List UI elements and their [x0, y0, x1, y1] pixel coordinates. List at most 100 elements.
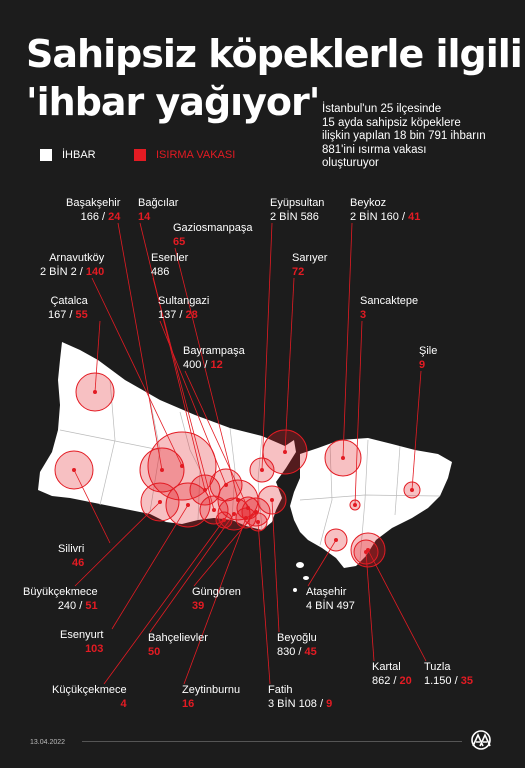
district-name: Çatalca [50, 295, 88, 307]
district-name: Büyükçekmece [23, 586, 98, 598]
district-label-saryer: Sarıyer 72 [292, 252, 327, 279]
separator: / [201, 358, 211, 371]
district-values: 72 [292, 266, 304, 278]
district-label-tuzla: Tuzla 1.150 / 35 [424, 661, 473, 688]
isirma-count: 35 [460, 674, 473, 687]
center-dot-saryer [283, 450, 287, 454]
district-values: 2 BİN 586 [270, 211, 319, 223]
district-name: Beyoğlu [277, 632, 317, 644]
center-dot-eyupsultan [260, 468, 264, 472]
leader-line-catalca [94, 320, 101, 393]
center-dot-silivri [72, 468, 76, 472]
legend-isirma-swatch [134, 149, 146, 161]
leader-line-sultangazi [159, 320, 227, 486]
ihbar-count: 1.150 [424, 674, 452, 687]
separator: / [76, 599, 86, 612]
isirma-count: 28 [185, 308, 198, 321]
leader-line-eyupsultan [261, 222, 273, 471]
district-name: Arnavutköy [49, 252, 105, 264]
district-values: 167 / 55 [48, 309, 88, 321]
leader-line-buyukcekmece [74, 501, 161, 587]
isirma-count: 9 [419, 358, 426, 371]
district-values: 486 [151, 266, 169, 278]
district-values: 400 / 12 [183, 359, 223, 371]
leader-line-gaziosmanpasa [174, 247, 239, 501]
district-values: 50 [148, 646, 160, 658]
center-dot-fatih [256, 520, 260, 524]
district-name: Kartal [372, 661, 401, 673]
district-values: 9 [419, 359, 425, 371]
district-label-eyupsultan: Eyüpsultan 2 BİN 586 [270, 197, 324, 224]
district-label-gaziosmanpasa: Gaziosmanpaşa 65 [173, 222, 253, 249]
leader-line-sile [411, 370, 422, 491]
district-label-silivri: Silivri 46 [58, 543, 84, 570]
district-name: Zeytinburnu [182, 684, 241, 696]
isirma-count: 46 [72, 556, 85, 569]
subtitle-line: 15 ayda sahipsiz köpeklere [322, 116, 461, 129]
title-line-1: Sahipsiz köpeklerle ilgili [26, 32, 523, 76]
center-dot-sancaktepe [353, 503, 357, 507]
district-name: Fatih [268, 684, 293, 696]
district-name: Silivri [58, 543, 85, 555]
isirma-count: 72 [292, 265, 305, 278]
district-values: 39 [192, 600, 204, 612]
district-label-gungoren: Güngören 39 [192, 586, 241, 613]
district-values: 14 [138, 211, 150, 223]
legend-isirma-label: ISIRMA VAKASI [156, 149, 236, 161]
district-values: 240 / 51 [58, 600, 98, 612]
isirma-count: 55 [75, 308, 88, 321]
isirma-count: 3 [360, 308, 367, 321]
district-name: Ataşehir [306, 586, 347, 598]
leader-line-bagclar [139, 222, 206, 491]
isirma-count: 45 [304, 645, 317, 658]
district-label-bayrampasa: Bayrampaşa 400 / 12 [183, 345, 245, 372]
ihbar-count: 4 BİN 497 [306, 599, 355, 612]
district-label-catalca: Çatalca 167 / 55 [48, 295, 88, 322]
district-values: 862 / 20 [372, 675, 412, 687]
leader-line-zeytinburnu [183, 517, 247, 685]
island [303, 576, 309, 580]
separator: / [316, 697, 327, 710]
leader-line-beykoz [342, 222, 353, 459]
isirma-count: 50 [148, 645, 161, 658]
district-name: Sultangazi [158, 295, 210, 307]
ihbar-count: 2 BİN 2 [40, 265, 77, 278]
district-values: 830 / 45 [277, 646, 317, 658]
subtitle-line: İstanbul'un 25 ilçesinde [322, 103, 442, 115]
district-name: Bayrampaşa [183, 345, 245, 357]
ihbar-count: 2 BİN 160 [350, 210, 399, 223]
island [293, 588, 297, 592]
separator: / [176, 308, 186, 321]
district-label-sancaktepe: Sancaktepe 3 [360, 295, 418, 322]
isirma-count: 103 [85, 642, 104, 655]
leader-line-basaksehir [117, 222, 163, 471]
date-stamp: 13.04.2022 [30, 739, 66, 746]
district-label-basaksehir: Başakşehir 166 / 24 [66, 197, 120, 224]
district-label-sultangazi: Sultangazi 137 / 28 [158, 295, 209, 322]
separator: / [76, 265, 86, 278]
district-name: Tuzla [424, 661, 451, 673]
leader-line-esenler [152, 277, 215, 511]
isirma-count: 140 [85, 265, 105, 278]
center-dot-beykoz [341, 456, 345, 460]
isirma-count: 20 [399, 674, 412, 687]
title-line-2: 'ihbar yağıyor' [26, 80, 320, 124]
ihbar-count: 862 [372, 674, 391, 687]
ihbar-count: 137 [158, 308, 177, 321]
legend-ihbar-swatch [40, 149, 52, 161]
ihbar-count: 240 [57, 599, 77, 612]
separator: / [66, 308, 76, 321]
district-values: 3 [360, 309, 366, 321]
district-label-bahcelievler: Bahçelievler 50 [148, 632, 208, 659]
isirma-count: 51 [85, 599, 98, 612]
subtitle: İstanbul'un 25 ilçesinde 15 ayda sahipsi… [322, 103, 507, 171]
district-values: 46 [72, 557, 84, 569]
infographic-title: Sahipsiz köpeklerle ilgili 'ihbar yağıyo… [26, 30, 523, 126]
center-dot-beyoglu [270, 498, 274, 502]
island [296, 562, 304, 568]
center-dot-sile [410, 488, 414, 492]
ihbar-count: 830 [277, 645, 296, 658]
district-name: Esenyurt [60, 629, 104, 641]
ihbar-count: 167 [48, 308, 67, 321]
separator: / [398, 210, 409, 223]
